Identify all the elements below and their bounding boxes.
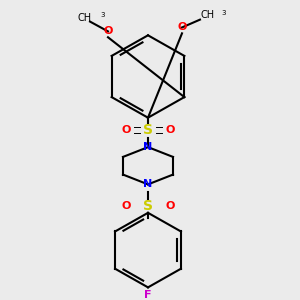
Text: S: S bbox=[143, 199, 153, 213]
Text: O: O bbox=[121, 201, 131, 211]
Text: S: S bbox=[143, 123, 153, 137]
Text: N: N bbox=[143, 179, 153, 189]
Text: CH: CH bbox=[201, 10, 215, 20]
Text: 3: 3 bbox=[222, 10, 226, 16]
Text: F: F bbox=[144, 290, 152, 300]
Text: O: O bbox=[177, 22, 187, 32]
Text: O: O bbox=[103, 26, 113, 36]
Text: N: N bbox=[143, 142, 153, 152]
Text: 3: 3 bbox=[101, 12, 105, 18]
Text: O: O bbox=[165, 125, 175, 135]
Text: CH: CH bbox=[78, 13, 92, 23]
Text: O: O bbox=[121, 125, 131, 135]
Text: O: O bbox=[165, 201, 175, 211]
